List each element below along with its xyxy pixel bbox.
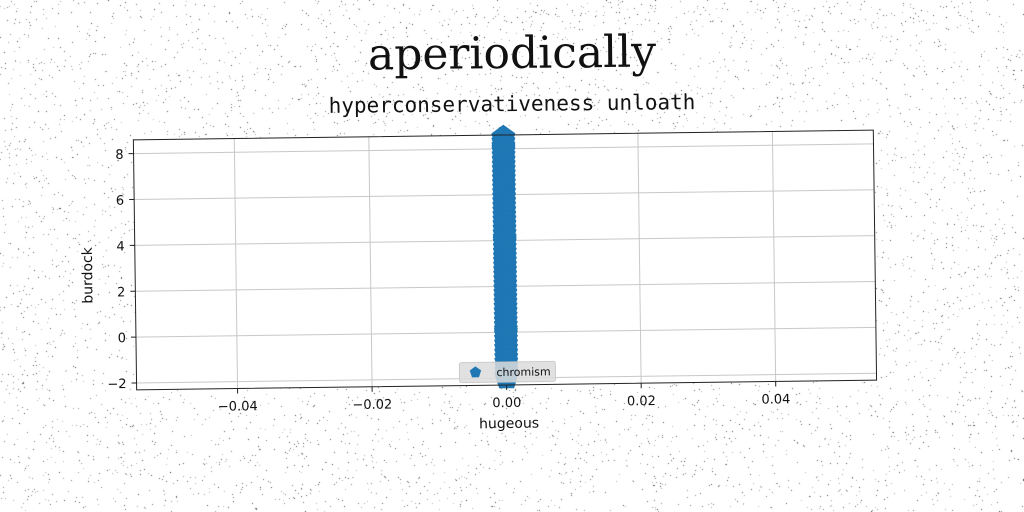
x-grid-line	[771, 131, 777, 382]
legend: chromism	[458, 360, 557, 384]
data-point	[493, 319, 518, 343]
x-tick-label: −0.04	[218, 399, 258, 415]
y-tick-label: 6	[116, 194, 124, 209]
y-tick-label: 8	[115, 148, 123, 163]
y-tick-label: −2	[107, 377, 126, 392]
x-tick-label: 0.02	[627, 394, 656, 409]
y-axis-label: burdock	[80, 246, 97, 304]
x-axis-ticks: −0.04 −0.02 0.00 0.02 0.04	[218, 381, 790, 415]
x-tick-label: 0.00	[492, 396, 521, 411]
x-grid-line	[637, 133, 642, 384]
x-axis-label: hugeous	[479, 416, 539, 433]
x-grid-line	[368, 136, 373, 387]
y-tick-label: 4	[116, 239, 124, 254]
data-points	[491, 124, 519, 389]
x-grid-line	[233, 138, 239, 389]
data-point	[492, 227, 517, 251]
legend-marker-pentagon	[469, 366, 482, 378]
y-tick-label: 2	[117, 285, 125, 300]
legend-label: chromism	[496, 365, 550, 379]
data-point	[491, 136, 516, 160]
x-tick-label: −0.02	[352, 397, 392, 413]
legend-box	[458, 360, 557, 384]
y-axis-ticks: −2 0 2 4 6 8	[107, 148, 137, 392]
x-tick-label: 0.04	[761, 392, 790, 407]
y-tick-label: 0	[118, 331, 126, 346]
